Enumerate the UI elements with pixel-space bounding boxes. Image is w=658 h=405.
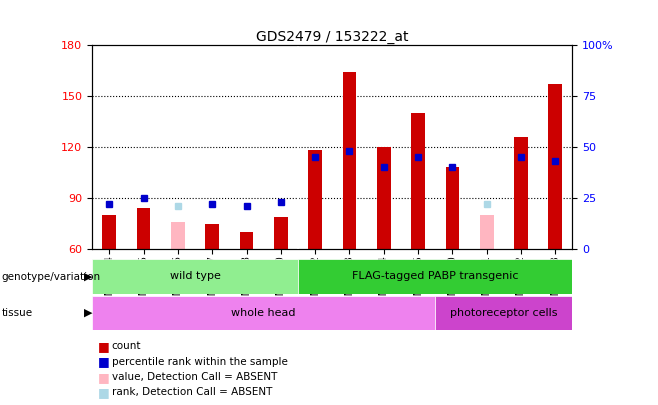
Bar [445, 167, 459, 249]
Title: GDS2479 / 153222_at: GDS2479 / 153222_at [256, 30, 409, 43]
Text: tissue: tissue [1, 308, 32, 318]
Text: genotype/variation: genotype/variation [1, 272, 101, 281]
Bar [92, 296, 435, 330]
Text: ▶: ▶ [84, 272, 92, 281]
Bar [205, 224, 219, 249]
Bar [308, 150, 322, 249]
Text: ■: ■ [97, 355, 109, 368]
Text: photoreceptor cells: photoreceptor cells [450, 308, 557, 318]
Bar [298, 259, 572, 294]
Text: count: count [112, 341, 141, 351]
Bar [411, 113, 425, 249]
Text: value, Detection Call = ABSENT: value, Detection Call = ABSENT [112, 372, 277, 382]
Bar [92, 259, 298, 294]
Text: ■: ■ [97, 371, 109, 384]
Bar [377, 147, 391, 249]
Bar [240, 232, 253, 249]
Bar [480, 215, 494, 249]
Bar [137, 208, 151, 249]
Text: whole head: whole head [232, 308, 296, 318]
Bar [514, 136, 528, 249]
Text: FLAG-tagged PABP transgenic: FLAG-tagged PABP transgenic [352, 271, 519, 281]
Bar [103, 215, 116, 249]
Text: wild type: wild type [170, 271, 220, 281]
Text: ▶: ▶ [84, 308, 92, 318]
Bar [171, 222, 185, 249]
Text: rank, Detection Call = ABSENT: rank, Detection Call = ABSENT [112, 388, 272, 397]
Bar [274, 217, 288, 249]
Text: ■: ■ [97, 340, 109, 353]
Text: ■: ■ [97, 386, 109, 399]
Bar [343, 72, 357, 249]
Text: percentile rank within the sample: percentile rank within the sample [112, 357, 288, 367]
Bar [549, 84, 562, 249]
Bar [435, 296, 572, 330]
